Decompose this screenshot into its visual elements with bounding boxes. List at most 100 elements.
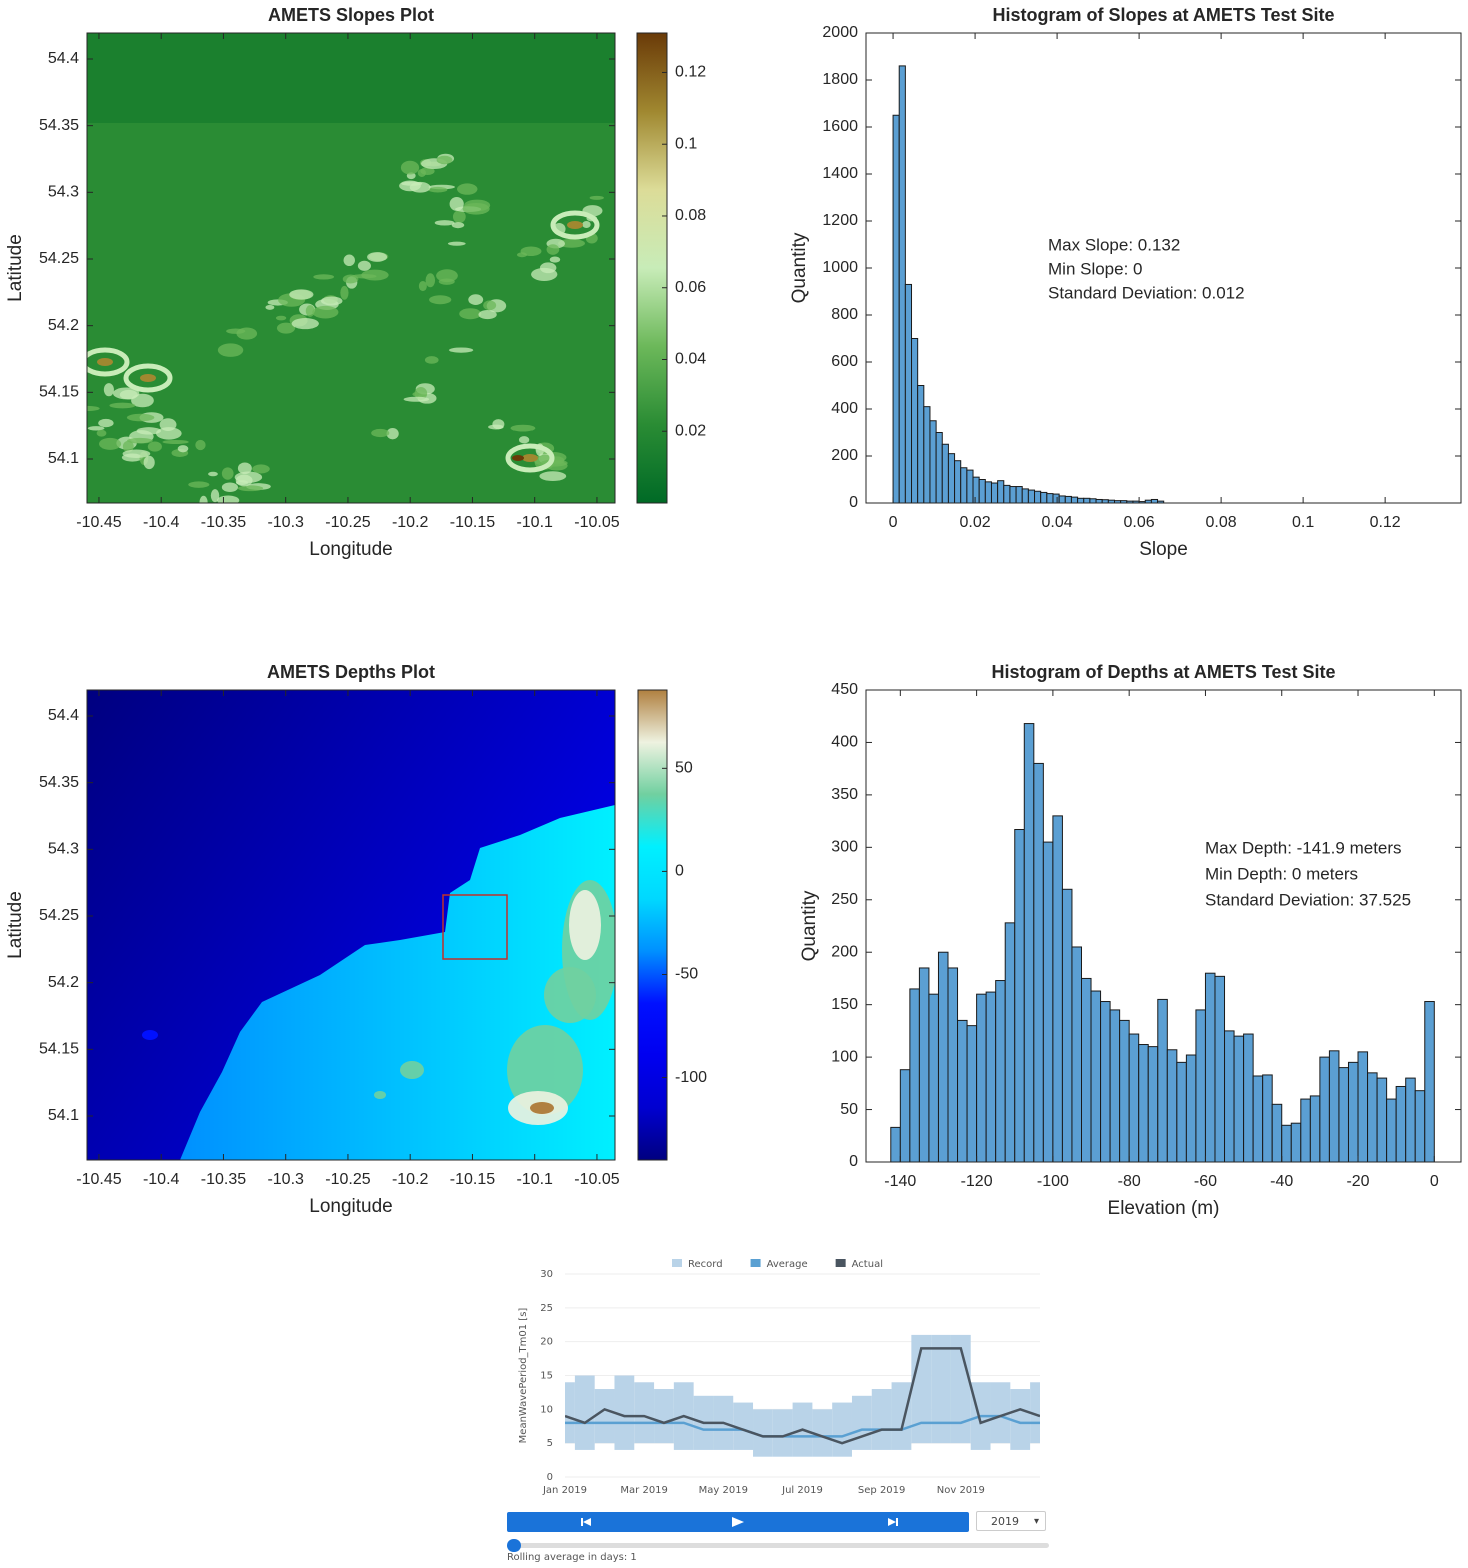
x-tick-label: May 2019 [699, 1485, 748, 1496]
bar [1386, 1098, 1397, 1163]
y-axis-label: Quantity [789, 232, 810, 303]
skip-back-button[interactable] [577, 1515, 597, 1529]
heatmap-texture [428, 186, 448, 193]
slider-knob[interactable] [507, 1539, 521, 1552]
heatmap-texture [289, 289, 314, 300]
heatmap-texture [305, 305, 315, 317]
colorbar [636, 32, 668, 504]
heatmap-texture [87, 347, 130, 377]
x-tick-label: Nov 2019 [937, 1485, 985, 1496]
series-line [565, 1414, 1040, 1438]
bar [1042, 841, 1054, 1163]
y-tick-label: 300 [831, 839, 858, 856]
bar [966, 1025, 978, 1163]
heatmap-texture [518, 436, 530, 444]
bar [947, 453, 956, 504]
x-tick-label: -10.25 [325, 514, 370, 531]
range-band [832, 1402, 852, 1457]
heatmap-texture [199, 495, 208, 503]
heatmap-texture [103, 383, 114, 397]
heatmap-texture [520, 246, 542, 257]
x-tick-label: -10.05 [574, 514, 619, 531]
range-band [911, 1334, 932, 1444]
x-tick-label: -10.35 [201, 1171, 246, 1188]
colorbar-tick-label: 0.1 [675, 135, 697, 152]
heatmap-texture [97, 358, 113, 366]
heatmap-texture [589, 195, 604, 200]
x-tick-label: -10.05 [574, 1171, 619, 1188]
bar [1046, 493, 1054, 504]
annotation: Standard Deviation: 37.525 [1205, 890, 1411, 909]
heatmap-texture [265, 304, 275, 310]
heatmap-texture [550, 210, 600, 240]
heatmap-texture [449, 197, 464, 211]
bar [978, 479, 986, 504]
bar [890, 1126, 901, 1163]
y-tick-label: 54.2 [48, 974, 79, 991]
heatmap-texture [177, 445, 189, 453]
x-axis-label: Slope [1139, 539, 1188, 560]
bar [995, 980, 1006, 1163]
x-tick-label: Jul 2019 [781, 1485, 823, 1496]
charts: -10.45 -10.4 -10.35 -10.3 -10.25 -10.2 -10.15-… [5, 5, 1462, 1496]
heatmap-texture [140, 374, 156, 382]
colorbar-tick-label: -50 [675, 966, 698, 983]
heatmap-texture [424, 356, 439, 364]
bar [904, 283, 913, 504]
bar [976, 993, 987, 1163]
y-tick-label: 0 [849, 1153, 858, 1170]
y-tick-label: 54.4 [48, 50, 79, 67]
y-tick-label: 54.3 [48, 841, 79, 858]
y-tick-label: 54.15 [39, 384, 79, 401]
bar [1100, 1001, 1111, 1163]
bar [972, 476, 980, 504]
y-tick-label: 0 [849, 494, 858, 511]
bar [1089, 498, 1097, 504]
range-band [733, 1402, 754, 1450]
region-box [442, 894, 508, 960]
heatmap-texture [367, 252, 388, 262]
chart-title: AMETS Depths Plot [267, 662, 435, 682]
year-select[interactable]: 2019 [976, 1511, 1046, 1532]
heatmap-texture [208, 471, 218, 477]
axes-frame [865, 689, 1462, 1163]
x-axis-label: Longitude [309, 1196, 392, 1217]
range-band [950, 1334, 971, 1444]
bar [1157, 998, 1168, 1163]
y-tick-label: 25 [540, 1303, 553, 1314]
bar [1150, 498, 1159, 504]
chart-title: Histogram of Slopes at AMETS Test Site [992, 5, 1334, 25]
heatmap-texture [87, 426, 105, 431]
slider-track[interactable] [507, 1543, 1049, 1548]
bar [1414, 1090, 1426, 1163]
range-band [1030, 1382, 1040, 1444]
heatmap-texture [122, 449, 151, 459]
play-button[interactable] [728, 1515, 748, 1529]
heatmap-texture [582, 221, 591, 229]
bar [1147, 1046, 1159, 1163]
heatmap-texture [403, 396, 430, 402]
heatmap-texture [451, 222, 465, 229]
heatmap-texture [291, 318, 319, 330]
x-tick-label: -10.45 [76, 514, 121, 531]
y-tick-label: 1000 [822, 259, 858, 276]
heatmap-texture [276, 322, 296, 334]
colorbar-tick-label: 0 [675, 863, 684, 880]
bar [941, 443, 949, 504]
skip-forward-button[interactable] [882, 1515, 902, 1529]
bar [1338, 1067, 1349, 1163]
bar [1021, 488, 1029, 504]
heatmap-texture [512, 455, 524, 461]
x-tick-label: -10.15 [450, 514, 495, 531]
x-tick-label: 0 [889, 514, 898, 531]
bar [1027, 489, 1036, 504]
x-tick-label: 0.06 [1124, 514, 1155, 531]
y-tick-label: 54.35 [39, 117, 79, 134]
heatmap-texture [237, 485, 264, 492]
range-band [891, 1382, 912, 1450]
heatmap-texture [155, 427, 182, 440]
bar [947, 967, 959, 1163]
y-axis-label: Latitude [5, 891, 26, 959]
range-band [871, 1389, 892, 1450]
x-tick-label: -20 [1346, 1173, 1369, 1190]
